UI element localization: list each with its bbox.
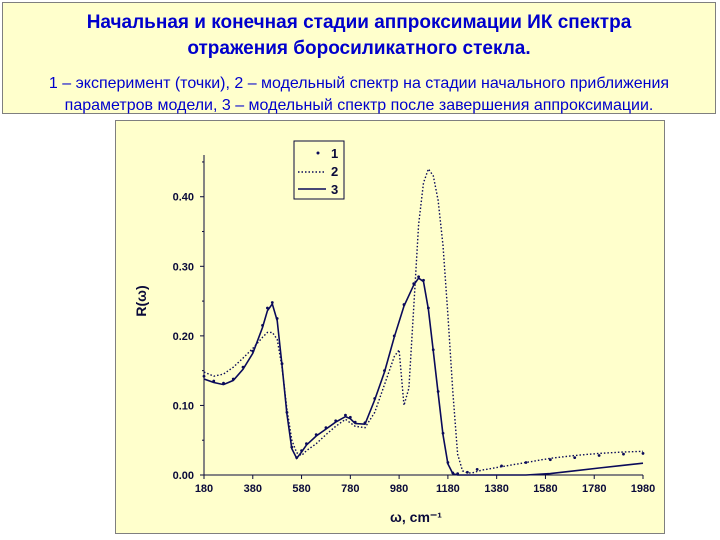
series-2-line (203, 167, 644, 474)
series-1-point-43 (597, 454, 601, 457)
x-tick-label-8: 1780 (582, 483, 606, 495)
series-1-point-44 (622, 452, 625, 456)
y-tick-label-0: 0.00 (173, 470, 194, 482)
header-panel: Начальная и конечная стадии аппроксимаци… (2, 2, 716, 114)
series-3-line (203, 276, 644, 476)
page-title: Начальная и конечная стадии аппроксимаци… (86, 12, 632, 59)
page-subtitle: 1 – эксперимент (точки), 2 – модельный с… (48, 75, 670, 114)
series-1-point-42 (573, 456, 577, 460)
x-tick-label-9: 1980 (631, 483, 655, 495)
x-tick-label-4: 980 (390, 483, 408, 495)
x-tick-label-2: 580 (292, 483, 310, 495)
series-1-point-45 (641, 452, 645, 455)
series-1-point-8 (270, 301, 274, 304)
series-1-point-38 (475, 468, 479, 471)
series-1-point-19 (344, 413, 347, 417)
x-tick-label-6: 1380 (484, 483, 508, 495)
legend-label-3: 3 (331, 182, 338, 197)
chart-curves (202, 167, 645, 476)
x-tick-label-3: 780 (341, 483, 359, 495)
x-tick-label-1: 380 (244, 483, 262, 495)
chart-panel: 0.00 0.10 0.20 0.30 0.40 180 380 580 780 980 1180… (115, 120, 665, 534)
series-1-point-28 (417, 275, 421, 279)
legend-marker-1 (316, 151, 320, 155)
legend-label-2: 2 (331, 164, 338, 179)
chart-legend: 1 2 3 (293, 140, 345, 200)
series-1-point-0 (202, 374, 206, 378)
y-ticks: 0.00 0.10 0.20 0.30 0.40 (173, 161, 204, 482)
legend-label-1: 1 (331, 146, 338, 161)
y-axis-label: R(ω) (133, 285, 149, 316)
x-tick-label-0: 180 (195, 483, 213, 495)
x-ticks: 180 380 580 780 980 1180 1380 1580 1780 1980 (195, 475, 655, 495)
chart-axes (203, 155, 643, 476)
y-tick-label-2: 0.20 (173, 331, 194, 343)
x-tick-label-5: 1180 (436, 483, 460, 495)
x-axis-label: ω, cm⁻¹ (390, 509, 442, 525)
reflectance-chart: 0.000.100.200.300.40 180 380 580 780 980 1180… (133, 140, 655, 525)
y-tick-label-3: 0.30 (173, 261, 194, 273)
y-tick-label-1: 0.10 (173, 400, 194, 412)
x-tick-label-7: 1580 (533, 483, 557, 495)
y-tick-label-4: 0.40 (173, 192, 194, 204)
